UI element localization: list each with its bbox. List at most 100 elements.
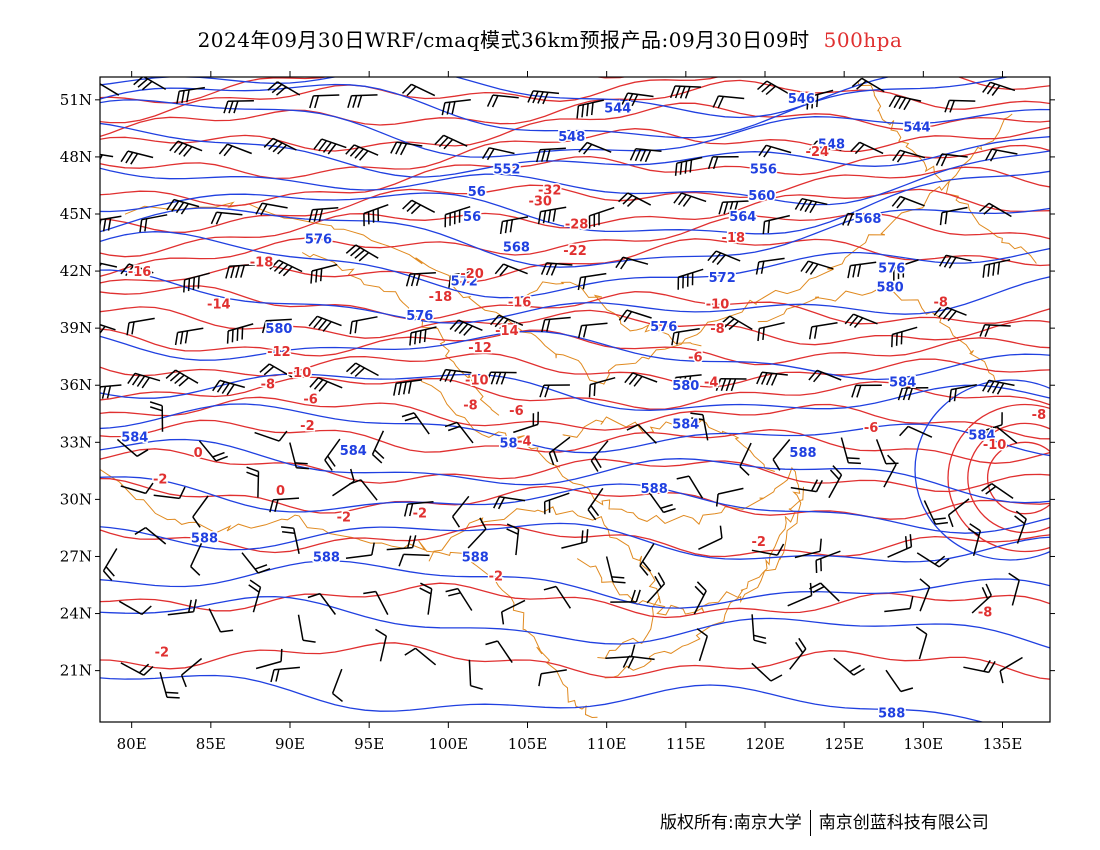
wind-barb-shaft [678,268,704,278]
wind-barb-feather [849,315,859,327]
wind-barb-feather [590,505,600,517]
wind-barb-feather [765,85,777,96]
wind-barb-feather [756,371,763,385]
wind-barb [707,250,741,265]
height-contours [100,77,1050,722]
temperature-contour-line [100,126,1050,180]
wind-barb-feather [639,149,647,162]
wind-barb [134,526,167,545]
height-contour-line [100,77,891,119]
temperature-contour-label: -8 [933,296,947,311]
wind-barb-shaft [991,482,1014,500]
wind-barb-feather [91,154,97,165]
wind-barb-feather [371,542,375,556]
wind-barb-shaft [892,326,918,336]
wind-barb [263,137,297,155]
height-contour-label: 546 [788,92,815,107]
wind-barb-shaft [999,656,1023,672]
lon-label: 80E [117,735,147,753]
wind-barb-feather [712,156,719,170]
wind-barb-shaft [128,317,155,324]
wind-barb-feather [275,669,280,682]
wind-barb-feather [909,534,913,547]
temperature-contour-line [100,352,1050,388]
wind-barb-feather [806,96,809,110]
wind-barb-feather [900,331,903,345]
wind-barb-feather [582,324,588,338]
wind-barb [261,318,292,334]
wind-barb-feather [896,151,906,163]
wind-barb-feather [813,325,818,339]
wind-barb [198,440,228,462]
wind-barb-feather [842,213,849,226]
wind-barb-feather [309,95,315,109]
wind-barb-shaft [885,669,902,692]
wind-barb-feather [313,138,323,150]
wind-barb [537,206,567,225]
border-line [428,506,661,659]
wind-barb-feather [398,554,405,567]
wind-barb-feather [982,265,986,278]
wind-barb-feather [819,538,822,552]
wind-barb-feather [261,320,267,334]
wind-barb-shaft [177,327,204,334]
height-contour-label: 544 [604,101,631,116]
temperature-contour-line [100,523,1050,558]
wind-barb-feather [896,197,906,209]
wind-barb-feather [125,151,134,164]
wind-barb-feather [354,249,365,259]
wind-barb-feather [100,324,101,327]
wind-barb [241,552,271,574]
wind-barb [772,439,791,471]
plot-frame [99,76,1051,723]
temperature-contour-label: -2 [300,419,314,434]
wind-barb-feather [257,567,271,574]
lat-label: 36N [60,376,92,394]
wind-barb-feather [403,503,409,517]
wind-barb [715,378,747,392]
wind-barb [833,657,865,676]
height-contour-label: 580 [672,379,699,394]
wind-barb [120,482,154,495]
wind-barb-feather [808,326,813,340]
wind-barb [985,425,1018,444]
wind-barb-feather [696,581,707,592]
wind-barb [626,423,657,444]
height-contour-label: 580 [265,322,292,337]
wind-barb [153,486,186,500]
wind-barb [324,438,341,471]
wind-barb-feather [852,264,857,278]
wind-barb-feather [479,517,487,530]
wind-barb [690,412,709,441]
wind-barb-feather [983,660,991,672]
temperature-contour-label: -10 [706,297,730,312]
wind-barb-feather [593,383,596,396]
wind-barb-feather [400,143,408,156]
wind-barb-feather [577,277,582,291]
wind-barb [371,430,385,464]
wind-barb [345,542,375,560]
wind-barb-feather [481,147,490,159]
wind-barb-feather [410,273,416,287]
wind-barb-shaft [255,660,282,670]
wind-barb [605,644,636,659]
wind-barb [809,582,840,602]
border-line [562,416,775,472]
wind-barb-feather [178,144,188,155]
wind-barb [345,362,379,378]
height-contour-label: 588 [789,446,816,461]
wind-barb-feather [543,585,557,591]
wind-barb [891,326,918,348]
wind-barb-shaft [496,640,513,664]
temperature-contour-label: -4 [517,434,531,449]
wind-barb-feather [165,369,177,379]
wind-barb [309,377,343,392]
wind-barb-feather [691,417,704,421]
wind-barb-feather [900,687,914,693]
wind-barb-shaft [501,599,526,613]
wind-barb-feather [761,372,768,385]
wind-barb-feather [448,592,461,597]
wind-barb [548,436,571,466]
wind-barb-shaft [996,426,1018,444]
temperature-contour-label: -14 [207,297,231,312]
